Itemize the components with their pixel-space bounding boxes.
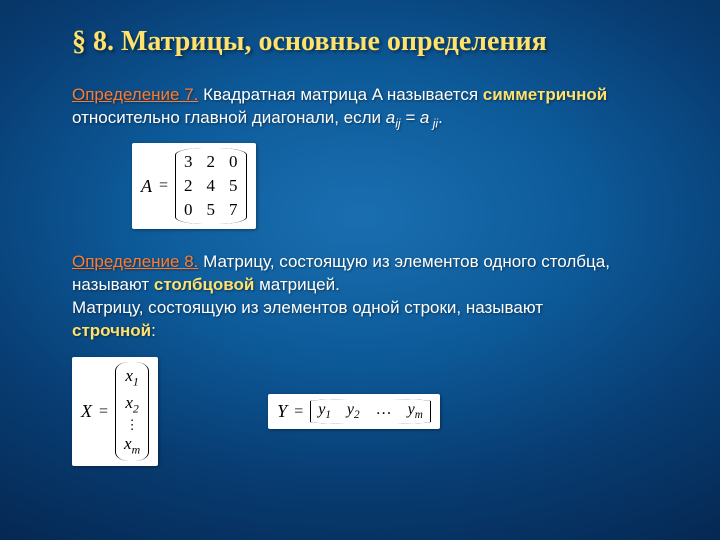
mA-00: 3: [184, 152, 193, 172]
mA-21: 5: [207, 200, 216, 220]
mA-22: 7: [229, 200, 238, 220]
slide-title: § 8. Матрицы, основные определения: [72, 26, 672, 58]
matrix-a-paren: 3 2 0 2 4 5 0 5 7: [175, 148, 247, 224]
matrix-x-paren: x1 x2 ⋮ xm: [115, 362, 149, 461]
matrix-x-grid: x1 x2 ⋮ xm: [124, 366, 140, 457]
def8-text-d: :: [151, 321, 156, 340]
def8-highlight-row: строчной: [72, 321, 151, 340]
matrix-a-box: A = 3 2 0 2 4 5 0 5 7: [132, 143, 256, 229]
mX-0: x1: [124, 366, 140, 389]
matrix-x-label: X: [81, 401, 92, 422]
def7-highlight-symmetric: симметричной: [483, 85, 607, 104]
mY-1: y2: [347, 401, 360, 421]
mX-dots: ⋮: [124, 419, 140, 431]
def8-highlight-column: столбцовой: [154, 275, 255, 294]
def7-eq-end: .: [438, 108, 443, 127]
mA-12: 5: [229, 176, 238, 196]
mX-m: xm: [124, 434, 140, 457]
definition-8-paragraph: Определение 8. Матрицу, состоящую из эле…: [72, 251, 672, 343]
mY-dots: …: [376, 401, 392, 419]
def7-text-b: относительно главной диагонали, если: [72, 108, 386, 127]
mA-01: 2: [207, 152, 216, 172]
def7-text-a: Квадратная матрица A называется: [198, 85, 482, 104]
mA-20: 0: [184, 200, 193, 220]
def8-text-b: матрицей.: [254, 275, 339, 294]
definition-7-paragraph: Определение 7. Квадратная матрица A назы…: [72, 84, 672, 131]
def7-eq-aij: aij = a ji: [386, 108, 438, 127]
matrix-y-label: Y: [277, 401, 287, 422]
definition-7-label: Определение 7.: [72, 85, 198, 104]
matrix-x-box: X = x1 x2 ⋮ xm: [72, 357, 158, 466]
matrix-a-block: A = 3 2 0 2 4 5 0 5 7: [132, 143, 672, 229]
matrix-y-grid: y1 y2 … ym: [318, 401, 423, 421]
mA-02: 0: [229, 152, 238, 172]
slide-root: § 8. Матрицы, основные определения Опред…: [0, 0, 720, 540]
equals-sign: =: [159, 177, 168, 195]
definition-8-label: Определение 8.: [72, 252, 198, 271]
matrix-a-grid: 3 2 0 2 4 5 0 5 7: [184, 152, 238, 220]
equals-sign-x: =: [99, 403, 108, 421]
mA-10: 2: [184, 176, 193, 196]
matrix-a-label: A: [141, 176, 152, 197]
equals-sign-y: =: [294, 403, 303, 421]
mY-m: ym: [408, 401, 423, 421]
mA-11: 4: [207, 176, 216, 196]
matrix-y-box: Y = y1 y2 … ym: [268, 394, 440, 428]
mY-0: y1: [318, 401, 331, 421]
bottom-matrices-row: X = x1 x2 ⋮ xm Y = y1: [72, 357, 672, 466]
def8-text-c: Матрицу, состоящую из элементов одной ст…: [72, 298, 543, 317]
mX-1: x2: [124, 393, 140, 416]
matrix-y-paren: y1 y2 … ym: [310, 399, 431, 423]
